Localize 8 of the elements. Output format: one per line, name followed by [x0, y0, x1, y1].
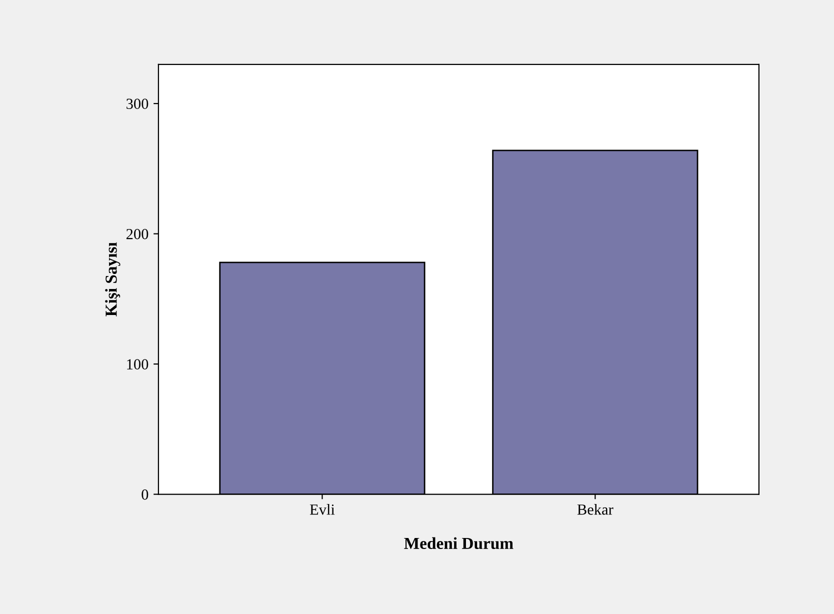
x-tick-label: Evli	[310, 504, 335, 515]
x-axis-title: Medeni Durum	[404, 537, 514, 550]
y-tick-label: 200	[126, 228, 148, 240]
y-axis-title: Kişi Sayısı	[105, 242, 120, 316]
x-tick-label: Bekar	[577, 504, 614, 515]
y-tick-label: 0	[142, 489, 148, 500]
y-tick-label: 300	[126, 98, 148, 109]
y-tick-label: 100	[127, 359, 148, 370]
